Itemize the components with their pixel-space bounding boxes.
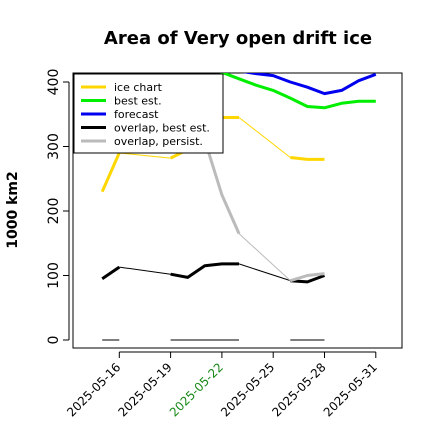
- x-tick-label: 2025-05-25: [218, 360, 277, 419]
- series-line-overlap-persist-: [289, 272, 325, 283]
- chart-title: Area of Very open drift ice: [104, 28, 372, 49]
- x-tick-label: 2025-05-31: [321, 360, 380, 419]
- x-tick-label: 2025-05-16: [64, 360, 123, 419]
- y-axis-label: 1000 km2: [5, 171, 21, 248]
- y-tick-label: 300: [46, 133, 62, 160]
- plot-frame: [72, 72, 403, 349]
- series-line-overlap-best-est-: [170, 262, 239, 279]
- y-tick-label: 200: [46, 198, 62, 225]
- y-tick-label: 100: [46, 262, 62, 289]
- series-connector-overlap-best-est-: [238, 263, 291, 282]
- x-tick-label: 2025-05-28: [269, 360, 328, 419]
- series-connector-overlap-best-est-: [119, 266, 171, 275]
- x-tick-label: 2025-05-19: [116, 360, 175, 419]
- series-line-overlap-best-est-: [290, 274, 326, 284]
- series-line-best-est-: [219, 73, 376, 110]
- y-tick-label: 400: [46, 69, 62, 96]
- series-connector-overlap-persist-: [238, 233, 291, 282]
- legend-label-best-est-: best est.: [114, 95, 162, 108]
- y-axis: 0 100 200 300 400: [46, 69, 70, 345]
- y-tick-label: 0: [46, 336, 62, 345]
- legend-label-ice-chart: ice chart: [114, 81, 163, 94]
- plot-area: [100, 73, 377, 341]
- series-line-overlap-persist-: [203, 139, 241, 235]
- series-line-ice-chart: [100, 152, 121, 193]
- series-line-forecast: [242, 73, 377, 96]
- legend-label-overlap-persist-: overlap, persist.: [114, 135, 203, 148]
- series-line-ice-chart: [290, 156, 325, 161]
- x-axis: 2025-05-162025-05-192025-05-222025-05-25…: [64, 351, 380, 419]
- series-connector-ice-chart: [119, 152, 171, 159]
- legend-label-overlap-best-est-: overlap, best est.: [114, 122, 210, 135]
- legend-label-forecast: forecast: [114, 108, 159, 121]
- series-connector-ice-chart: [238, 117, 291, 158]
- series-line-overlap-best-est-: [101, 265, 121, 280]
- x-tick-label: 2025-05-22: [167, 360, 226, 419]
